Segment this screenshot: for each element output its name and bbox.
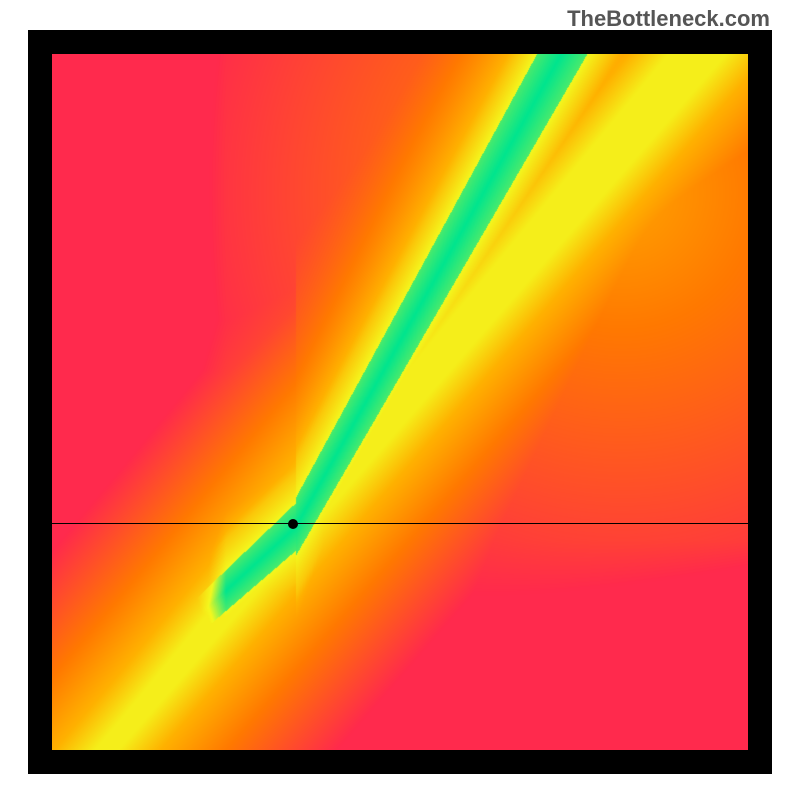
marker-dot bbox=[288, 519, 298, 529]
crosshair-horizontal bbox=[52, 523, 748, 524]
watermark: TheBottleneck.com bbox=[567, 6, 770, 32]
chart-frame bbox=[28, 30, 772, 774]
heatmap-plot bbox=[52, 54, 748, 750]
heatmap-canvas bbox=[52, 54, 748, 750]
